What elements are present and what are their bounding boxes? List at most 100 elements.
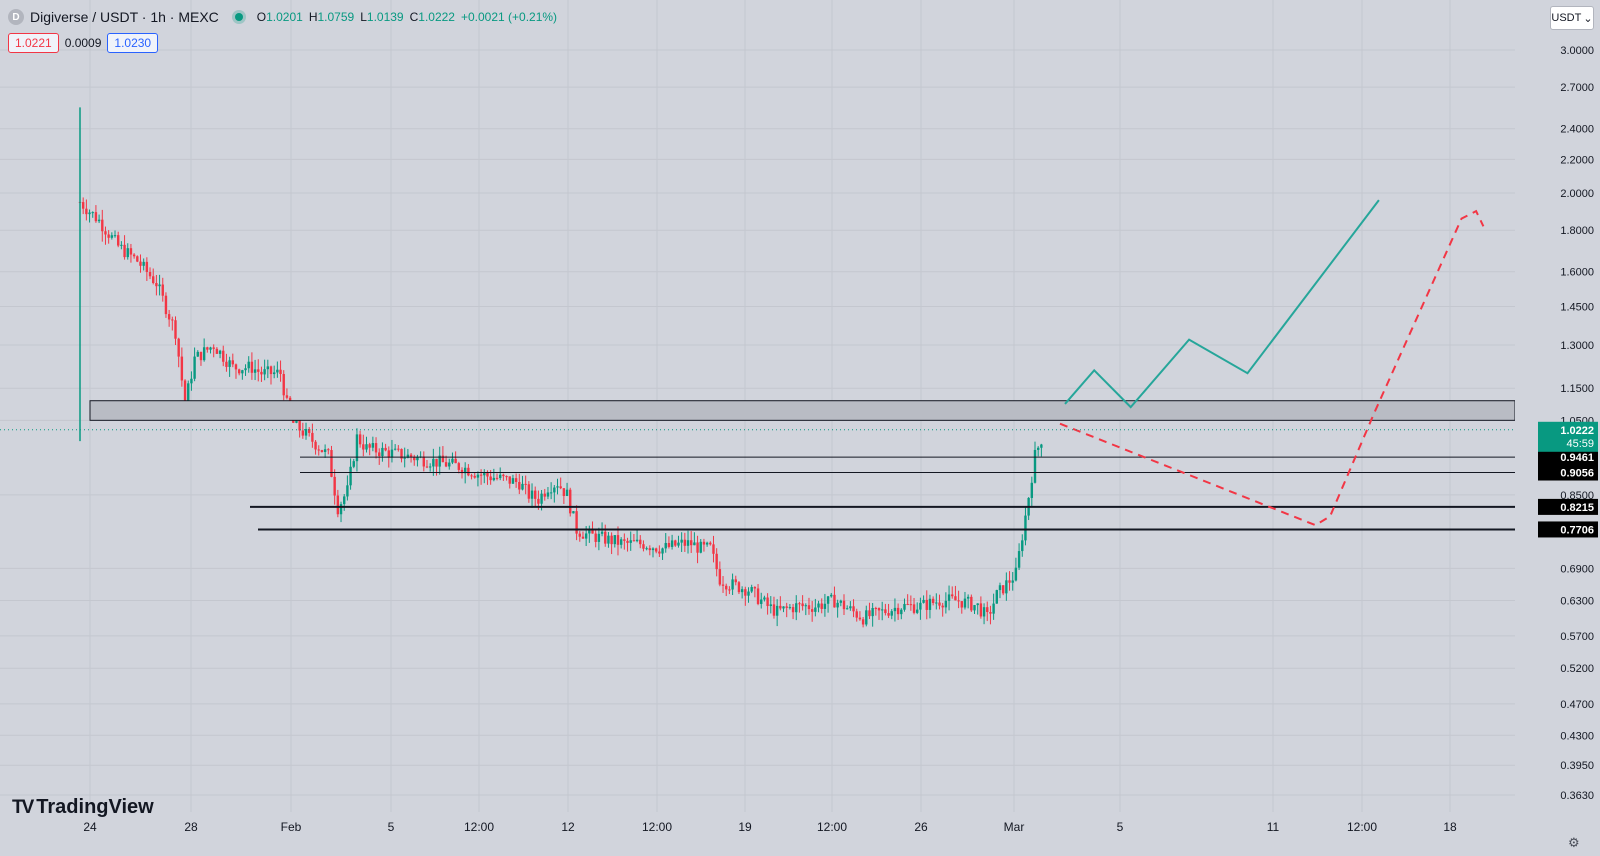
candle-body	[486, 472, 489, 477]
symbol-title[interactable]: Digiverse / USDT · 1h · MEXC	[30, 9, 219, 25]
candle-body	[992, 603, 995, 614]
candle-body	[470, 475, 473, 477]
candle-body	[868, 610, 871, 617]
candle-body	[801, 603, 804, 607]
currency-selector[interactable]: USDT ⌄	[1550, 6, 1594, 30]
candle-body	[705, 542, 709, 545]
candle-body	[626, 540, 629, 543]
change-value: +0.0021 (+0.21%)	[460, 10, 558, 24]
candle-body	[559, 486, 562, 489]
candle-body	[814, 607, 817, 612]
candle-body	[690, 540, 693, 546]
candle-body	[744, 589, 747, 596]
candle-body	[94, 212, 98, 222]
time-tick-label: 28	[184, 820, 198, 834]
candle-body	[823, 603, 827, 609]
candle-body	[174, 320, 177, 339]
time-tick-label: 12:00	[642, 820, 672, 834]
candle-body	[712, 544, 715, 554]
bullish-projection-line	[1064, 199, 1380, 409]
candle-body	[747, 591, 750, 596]
candle-body	[107, 234, 110, 238]
candle-body	[750, 587, 753, 592]
candle-body	[250, 361, 254, 373]
bearish-projection-line	[1059, 209, 1485, 527]
candle-body	[269, 366, 273, 375]
candle-body	[499, 474, 502, 479]
candle-body	[623, 539, 626, 541]
candle-body	[881, 609, 884, 611]
candle-body	[861, 619, 865, 625]
candle-body	[355, 434, 359, 462]
candle-body	[569, 489, 572, 514]
candle-body	[330, 450, 333, 477]
time-tick-label: Feb	[281, 820, 302, 834]
candle-body	[97, 219, 101, 222]
candle-body	[877, 608, 881, 611]
candle-body	[260, 371, 263, 375]
candle-body	[339, 504, 343, 515]
time-tick-label: 26	[914, 820, 928, 834]
time-axis: 24 28 Feb 5 12:00 12 12:00 19 12:00 26 Mar 5 11 12:00…	[0, 812, 1515, 856]
candle-body	[858, 617, 862, 620]
candle-body	[709, 542, 712, 545]
close-value: 1.0222	[418, 10, 455, 24]
candle-body	[594, 533, 597, 542]
candle-body	[155, 283, 158, 287]
candle-body	[718, 569, 722, 585]
candle-body	[301, 430, 305, 436]
candle-body	[320, 450, 324, 452]
candle-body	[317, 449, 320, 451]
candle-body	[976, 603, 979, 606]
candle-body	[234, 364, 238, 370]
price-tick-label: 2.2000	[1560, 154, 1594, 166]
projection-paths	[0, 199, 1515, 527]
candle-body	[973, 605, 976, 611]
candle-body	[374, 443, 378, 453]
candle-body	[152, 276, 155, 284]
candle-body	[202, 347, 206, 361]
candle-body	[508, 476, 511, 484]
candle-body	[400, 448, 403, 459]
candle-body	[148, 271, 152, 277]
price-tick-label: 0.8500	[1560, 490, 1594, 502]
candle-body	[661, 548, 664, 554]
candle-body	[311, 432, 314, 442]
candle-body	[142, 261, 145, 266]
level-label: 0.8215	[1560, 502, 1594, 514]
sell-button[interactable]: 1.0221	[8, 33, 59, 53]
open-key: O	[256, 10, 267, 24]
candle-body	[995, 590, 998, 604]
candle-body	[944, 600, 948, 608]
candle-body	[454, 458, 457, 464]
candle-body	[183, 380, 187, 405]
candle-body	[164, 295, 168, 315]
price-tick-label: 0.3630	[1560, 790, 1594, 802]
price-tick-label: 0.5200	[1560, 663, 1594, 675]
candle-body	[960, 601, 963, 608]
candle-body	[737, 582, 741, 593]
candle-body	[639, 539, 642, 545]
candle-body	[807, 605, 811, 610]
candle-body	[104, 231, 107, 235]
time-axis-bg	[0, 812, 1515, 856]
candle-body	[893, 607, 897, 612]
candle-body	[282, 374, 285, 396]
candle-body	[88, 212, 91, 215]
gear-icon[interactable]: ⚙	[1568, 835, 1580, 850]
buy-button[interactable]: 1.0230	[107, 33, 159, 53]
price-tick-label: 0.4300	[1560, 730, 1594, 742]
level-label-box	[1538, 449, 1598, 466]
candle-body	[572, 511, 575, 514]
candle-body	[629, 540, 632, 543]
candle-body	[343, 496, 346, 505]
candle-body	[610, 535, 613, 545]
horizontal-levels	[250, 456, 1515, 531]
candle-body	[308, 428, 311, 433]
time-tick-label: 12:00	[464, 820, 494, 834]
price-tick-label: 0.4700	[1560, 699, 1594, 711]
candle-body	[642, 544, 645, 549]
candle-body	[782, 606, 785, 609]
price-tick-label: 1.6000	[1560, 267, 1594, 279]
